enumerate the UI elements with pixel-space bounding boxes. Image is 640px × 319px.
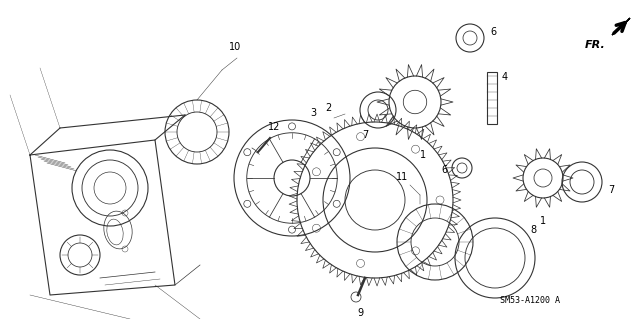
Bar bbox=[487, 72, 497, 124]
Text: 6: 6 bbox=[490, 27, 496, 37]
Polygon shape bbox=[612, 18, 630, 35]
Text: 8: 8 bbox=[530, 225, 536, 235]
Text: 3: 3 bbox=[310, 108, 316, 118]
Text: 6: 6 bbox=[442, 165, 448, 175]
Text: 4: 4 bbox=[502, 72, 508, 82]
Text: 11: 11 bbox=[396, 172, 408, 182]
Text: FR.: FR. bbox=[584, 40, 605, 50]
Text: SM53-A1200 A: SM53-A1200 A bbox=[500, 296, 560, 305]
Text: 1: 1 bbox=[420, 150, 426, 160]
Text: 10: 10 bbox=[229, 42, 241, 52]
Text: 1: 1 bbox=[540, 216, 546, 226]
Text: 7: 7 bbox=[362, 130, 368, 140]
Text: 9: 9 bbox=[357, 308, 363, 318]
Text: 2: 2 bbox=[324, 103, 331, 113]
Text: 7: 7 bbox=[608, 185, 614, 195]
Text: 12: 12 bbox=[268, 122, 280, 132]
